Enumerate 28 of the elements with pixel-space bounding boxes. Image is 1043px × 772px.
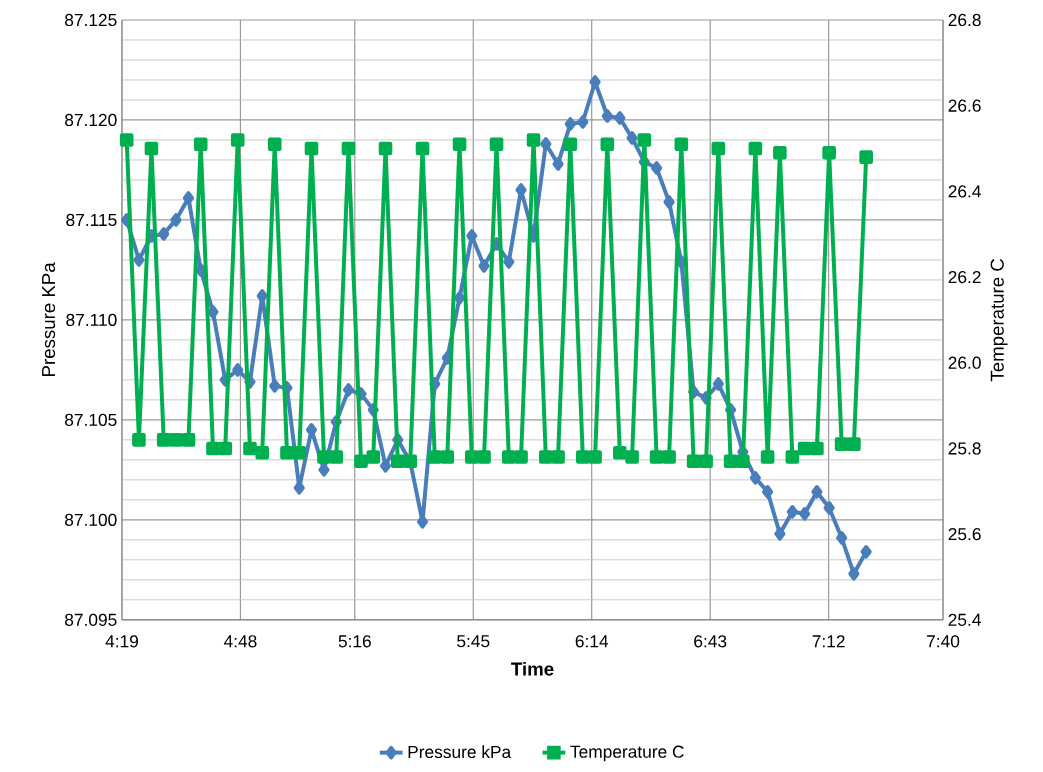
y2-tick-label: 25.8 [948, 442, 981, 455]
legend-label: Pressure kPa [408, 745, 512, 759]
x-tick-label: 4:48 [223, 635, 257, 648]
x-tick-label: 6:43 [694, 635, 727, 648]
y2-tick-label: 26.2 [948, 271, 981, 284]
y2-tick-label: 26.8 [948, 13, 981, 27]
y-axis-title: Pressure KPa [42, 262, 56, 377]
x-tick-label: 6:14 [575, 635, 609, 648]
x-tick-label: 4:19 [105, 635, 139, 648]
y2-tick-label: 26.6 [948, 99, 981, 112]
x-axis-title: Time [511, 662, 554, 676]
legend-label: Temperature C [570, 745, 684, 762]
y-tick-label: 87.095 [65, 613, 117, 627]
y2-tick-label: 26.4 [948, 185, 981, 198]
y2-axis-title: Temperature C [990, 259, 1008, 382]
x-tick-label: 7:40 [927, 635, 960, 648]
y-tick-label: 87.115 [66, 213, 117, 227]
x-tick-label: 7:12 [812, 635, 845, 648]
y2-tick-label: 25.6 [948, 528, 981, 541]
x-tick-label: 5:45 [457, 635, 490, 648]
y-tick-label: 87.120 [65, 113, 117, 127]
x-tick-label: 5:16 [338, 635, 371, 648]
y-tick-label: 87.100 [65, 513, 117, 527]
y2-tick-label: 26.0 [948, 356, 981, 369]
y-tick-label: 87.110 [66, 313, 117, 327]
y2-tick-label: 25.4 [948, 613, 981, 627]
y-tick-label: 87.125 [65, 13, 117, 27]
y-tick-label: 87.105 [65, 413, 117, 427]
